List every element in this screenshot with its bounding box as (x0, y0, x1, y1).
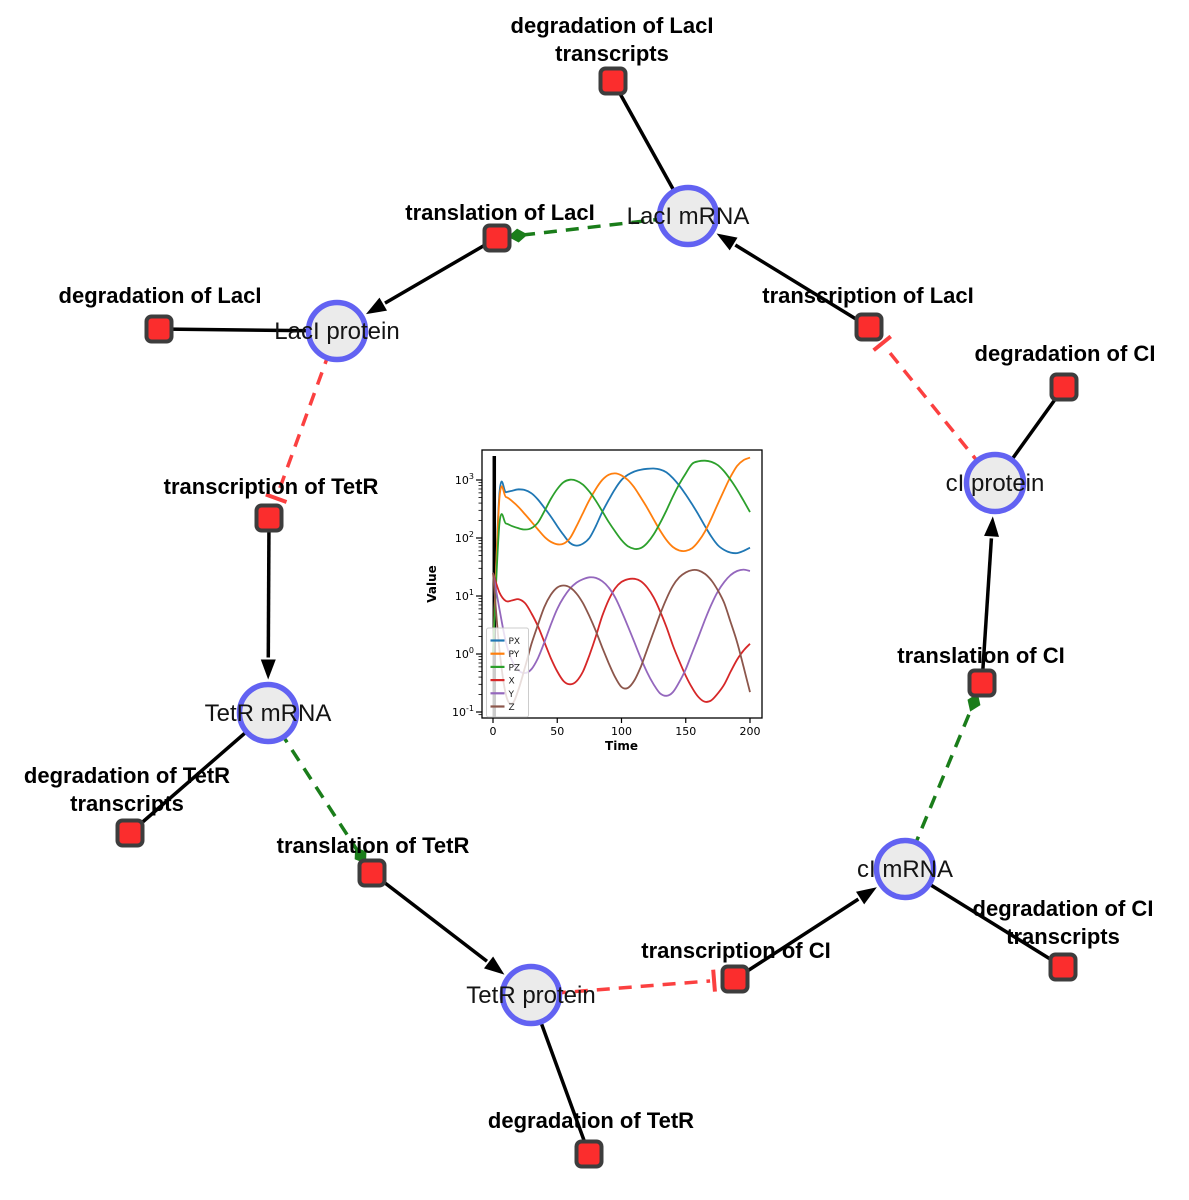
y-tick-label: 103 (455, 472, 474, 487)
edge-production-laci_mrna-txn_laci-arrowhead (716, 233, 738, 251)
legend-label-Z: Z (509, 703, 515, 713)
species-label-laci_mrna: LacI mRNA (627, 203, 750, 230)
chart-x-axis-title: Time (605, 739, 638, 753)
edge-modifier-laci_mrna-transl_laci-diamond (507, 228, 528, 243)
reaction-label-deg_laci_tx: degradation of LacI transcripts (511, 13, 714, 66)
x-tick-label: 150 (675, 725, 696, 738)
edge-production-tetr_mrna-txn_tetr-arrowhead (260, 659, 276, 680)
chart-legend-box (486, 627, 529, 718)
reaction-node-deg_ci_tx[interactable] (1048, 952, 1078, 982)
species-node-laci_protein[interactable] (305, 299, 369, 363)
reaction-node-deg_laci[interactable] (144, 314, 174, 344)
reaction-node-txn_laci[interactable] (854, 312, 884, 342)
species-label-tetr_mrna: TetR mRNA (205, 700, 332, 727)
edge-modifier-ci_mrna-transl_ci-diamond (967, 693, 981, 712)
species-node-ci_mrna[interactable] (873, 837, 937, 901)
reaction-label-txn_laci: transcription of LacI (762, 283, 973, 308)
reaction-label-transl_laci: translation of LacI (405, 200, 594, 225)
chart-series-PY (492, 456, 751, 655)
edge-production-tetr_protein-transl_tetr-arrowhead (483, 956, 505, 975)
reaction-label-deg_tetr_tx: degradation of TetR transcripts (24, 763, 230, 816)
edge-production-ci_mrna-txn_ci-arrowhead (856, 887, 877, 905)
chart-series-X (492, 572, 751, 703)
x-tick-label: 200 (740, 725, 761, 738)
edge-production-ci_protein-transl_ci-arrowhead (984, 516, 1000, 537)
reaction-label-deg_laci: degradation of LacI (59, 283, 262, 308)
legend-label-Y: Y (508, 690, 515, 700)
species-node-ci_protein[interactable] (963, 451, 1027, 515)
y-tick-label: 10-1 (452, 704, 474, 719)
chart-y-axis-title: Value (425, 565, 439, 603)
chart-series-Z (492, 568, 751, 705)
edge-inhibition-tetr_protein-txn_ci-tbar (711, 969, 717, 992)
labels-layer: LacI mRNA LacI protein cI protein TetR mRNA… (24, 13, 1156, 1133)
edge-production-tetr_mrna-txn_tetr (266, 517, 271, 658)
reaction-label-txn_tetr: transcription of TetR (164, 474, 379, 499)
reaction-node-transl_ci[interactable] (967, 668, 997, 698)
reaction-label-deg_ci: degradation of CI (975, 341, 1156, 366)
reaction-node-txn_ci[interactable] (720, 964, 750, 994)
reaction-node-deg_laci_tx[interactable] (598, 66, 628, 96)
edge-production-ci_protein-transl_ci (980, 538, 994, 684)
reaction-label-transl_tetr: translation of TetR (277, 833, 470, 858)
legend-label-PY: PY (509, 650, 520, 660)
edge-inhibition-laci_protein-txn_tetr-tbar (265, 492, 288, 504)
reaction-label-deg_ci_tx: degradation of CI transcripts (973, 896, 1154, 949)
y-tick-label: 102 (455, 530, 474, 545)
species-label-tetr_protein: TetR protein (466, 982, 595, 1009)
edge-production-ci_mrna-txn_ci (734, 897, 860, 981)
edge-production-laci_protein-transl_laci (384, 236, 498, 305)
reaction-node-deg_tetr[interactable] (574, 1139, 604, 1169)
y-tick-label: 101 (455, 588, 474, 603)
reaction-node-txn_tetr[interactable] (254, 503, 284, 533)
y-tick-label: 100 (455, 646, 474, 661)
edge-production-laci_protein-transl_laci-arrowhead (365, 297, 388, 315)
reaction-node-transl_laci[interactable] (482, 223, 512, 253)
x-tick-label: 50 (550, 725, 564, 738)
legend-label-PZ: PZ (509, 663, 521, 673)
reaction-node-transl_tetr[interactable] (357, 858, 387, 888)
species-node-tetr_protein[interactable] (499, 963, 563, 1027)
legend-label-PX: PX (509, 637, 521, 647)
species-label-laci_protein: LacI protein (274, 318, 399, 345)
species-label-ci_mrna: cI mRNA (857, 856, 953, 883)
nodes-layer (115, 66, 1079, 1169)
species-label-ci_protein: cI protein (946, 470, 1045, 497)
inset-chart: 103 102 101 100 10-1 0 50 100 150 200 Time Value PX P… (425, 449, 763, 753)
species-node-tetr_mrna[interactable] (236, 681, 300, 745)
legend-label-X: X (509, 677, 515, 687)
species-node-laci_mrna[interactable] (656, 184, 720, 248)
reaction-node-deg_ci[interactable] (1049, 372, 1079, 402)
chart-series-Y (492, 568, 751, 697)
x-tick-label: 100 (611, 725, 632, 738)
reaction-node-deg_tetr_tx[interactable] (115, 818, 145, 848)
chart-series-PZ (492, 459, 751, 655)
reaction-label-transl_ci: translation of CI (897, 643, 1064, 668)
edge-production-laci_mrna-txn_laci (734, 243, 870, 329)
edge-production-tetr_protein-transl_tetr (370, 871, 489, 963)
reaction-label-txn_ci: transcription of CI (641, 938, 830, 963)
x-tick-label: 0 (490, 725, 497, 738)
reaction-label-deg_tetr: degradation of TetR (488, 1108, 694, 1133)
edge-inhibition-ci_protein-txn_laci-tbar (872, 334, 893, 352)
